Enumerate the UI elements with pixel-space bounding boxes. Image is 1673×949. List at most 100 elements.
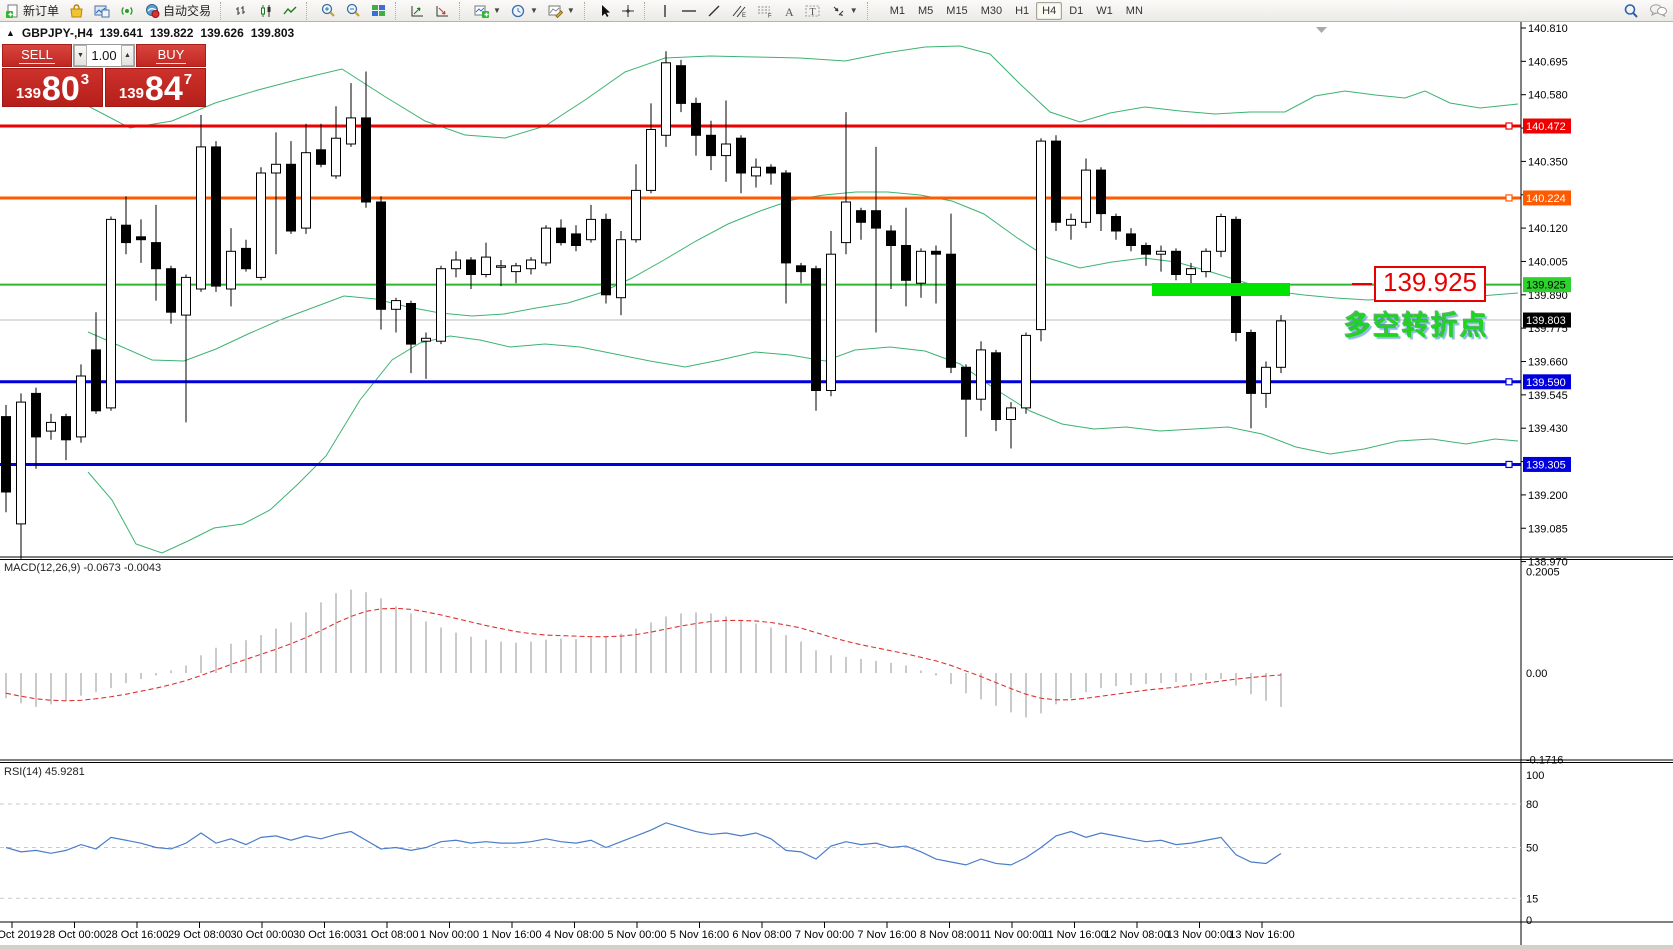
toolbar-separator bbox=[395, 1, 401, 20]
candle-bear bbox=[781, 172, 791, 264]
tab-timeframe-M5[interactable]: M5 bbox=[918, 4, 934, 17]
candle-bull bbox=[181, 276, 191, 316]
buy-price-display[interactable]: 139 84 7 bbox=[105, 68, 206, 107]
toolbar: 新订单 自动交易 ▼ ▼ ▼ E F A T ▼ bbox=[0, 0, 1673, 22]
price-badge-label: 139.305 bbox=[1526, 459, 1566, 471]
buy-price-prefix: 139 bbox=[118, 85, 144, 102]
template-button[interactable]: ▼ bbox=[544, 1, 579, 21]
symbol-collapse-icon[interactable]: ▲ bbox=[6, 28, 15, 38]
candle-bull bbox=[451, 259, 461, 270]
time-tick-label: 7 Nov 16:00 bbox=[857, 929, 916, 941]
candle-bear bbox=[601, 218, 611, 296]
crosshair-icon bbox=[621, 4, 635, 18]
rsi-line bbox=[5, 822, 1282, 866]
tab-timeframe-H1[interactable]: H1 bbox=[1015, 4, 1030, 17]
sell-price-display[interactable]: 139 80 3 bbox=[2, 68, 103, 107]
add-indicator-button[interactable]: ▼ bbox=[470, 1, 505, 21]
tab-timeframe-MN[interactable]: MN bbox=[1125, 4, 1143, 17]
candle-bull bbox=[331, 137, 341, 177]
add-indicator-icon bbox=[474, 4, 490, 18]
candle-bear bbox=[211, 146, 221, 287]
sell-button[interactable]: SELL bbox=[2, 44, 72, 67]
candle-bear bbox=[406, 303, 416, 345]
candle-bear bbox=[706, 134, 716, 157]
volume-decrease-button[interactable]: ▼ bbox=[74, 45, 87, 66]
text-button[interactable]: A bbox=[779, 1, 799, 21]
signal-button[interactable] bbox=[116, 1, 139, 21]
label-button[interactable]: T bbox=[801, 1, 825, 21]
buy-button[interactable]: BUY bbox=[136, 44, 206, 67]
toolbar-separator bbox=[306, 1, 312, 20]
time-tick-label: 8 Nov 08:00 bbox=[920, 929, 979, 941]
line-handle bbox=[1505, 378, 1513, 386]
candle-bull bbox=[76, 375, 86, 438]
candle-bull bbox=[301, 152, 311, 229]
fibonacci-button[interactable]: F bbox=[753, 1, 777, 21]
time-tick-label: 6 Nov 08:00 bbox=[732, 929, 791, 941]
time-tick-label: 29 Oct 08:00 bbox=[168, 929, 231, 941]
volume-value[interactable]: 1.00 bbox=[91, 48, 117, 63]
candle-bull bbox=[256, 172, 266, 278]
candle-bull bbox=[1201, 250, 1211, 273]
trendline-button[interactable] bbox=[703, 1, 725, 21]
candle-bear bbox=[901, 245, 911, 281]
candle-bear bbox=[166, 268, 176, 313]
channel-icon: E bbox=[731, 4, 747, 18]
ohlc-high: 139.822 bbox=[150, 26, 194, 40]
tile-windows-button[interactable] bbox=[367, 1, 390, 21]
price-callout-dash bbox=[1352, 283, 1372, 285]
search-button[interactable] bbox=[1619, 1, 1643, 21]
price-callout-label[interactable]: 139.925 bbox=[1374, 266, 1486, 302]
crosshair-button[interactable] bbox=[617, 1, 639, 21]
tab-timeframe-H4[interactable]: H4 bbox=[1036, 1, 1063, 20]
candle-bull bbox=[481, 256, 491, 276]
tab-timeframe-D1[interactable]: D1 bbox=[1069, 4, 1084, 17]
tab-timeframe-M1[interactable]: M1 bbox=[889, 4, 905, 17]
volume-increase-button[interactable]: ▲ bbox=[121, 45, 134, 66]
line-chart-icon bbox=[283, 4, 297, 18]
bar-chart-button[interactable] bbox=[231, 1, 253, 21]
horizontal-line-button[interactable] bbox=[677, 1, 701, 21]
label-icon: T bbox=[805, 4, 821, 18]
price-badge bbox=[1523, 456, 1571, 472]
candlestick-button[interactable] bbox=[255, 1, 277, 21]
chinese-annotation[interactable]: 多空转折点 bbox=[1344, 311, 1489, 341]
chat-button[interactable] bbox=[1645, 1, 1671, 21]
vertical-line-button[interactable] bbox=[655, 1, 675, 21]
candle-bull bbox=[106, 218, 116, 409]
charts-button[interactable] bbox=[90, 1, 114, 21]
shapes-button[interactable]: ▼ bbox=[827, 1, 862, 21]
tab-timeframe-M15[interactable]: M15 bbox=[946, 4, 968, 17]
candle-bull bbox=[496, 265, 506, 268]
zoom-out-button[interactable] bbox=[342, 1, 365, 21]
candle-bull bbox=[1081, 169, 1091, 223]
period-button[interactable]: ▼ bbox=[507, 1, 542, 21]
scale-tick-label: 140.120 bbox=[1528, 223, 1568, 235]
market-button[interactable] bbox=[65, 1, 88, 21]
candle-bear bbox=[736, 137, 746, 174]
new-order-button[interactable]: 新订单 bbox=[2, 1, 63, 21]
cursor-button[interactable] bbox=[595, 1, 615, 21]
tab-timeframe-W1[interactable]: W1 bbox=[1096, 4, 1113, 17]
sell-price-big: 80 bbox=[41, 70, 80, 109]
tile-windows-icon bbox=[371, 4, 386, 18]
channel-button[interactable]: E bbox=[727, 1, 751, 21]
scale-tick-label: 138.970 bbox=[1528, 557, 1568, 569]
price-badge bbox=[1523, 118, 1571, 134]
candle-bear bbox=[121, 224, 131, 244]
tab-timeframe-M30[interactable]: M30 bbox=[980, 4, 1003, 17]
line-chart-button[interactable] bbox=[279, 1, 301, 21]
candle-bull bbox=[1261, 366, 1271, 394]
auto-trading-button[interactable]: 自动交易 bbox=[141, 1, 215, 21]
arrange-right-button[interactable] bbox=[431, 1, 454, 21]
time-tick-label: 28 Oct 00:00 bbox=[43, 929, 106, 941]
zoom-in-button[interactable] bbox=[317, 1, 340, 21]
scale-tick-label: 139.890 bbox=[1528, 290, 1568, 302]
arrange-left-button[interactable] bbox=[406, 1, 429, 21]
price-badge bbox=[1523, 190, 1571, 206]
market-icon bbox=[69, 3, 84, 18]
candle-bear bbox=[1126, 233, 1136, 246]
scale-tick-label: 140.350 bbox=[1528, 156, 1568, 168]
ohlc-close: 139.803 bbox=[250, 26, 295, 40]
